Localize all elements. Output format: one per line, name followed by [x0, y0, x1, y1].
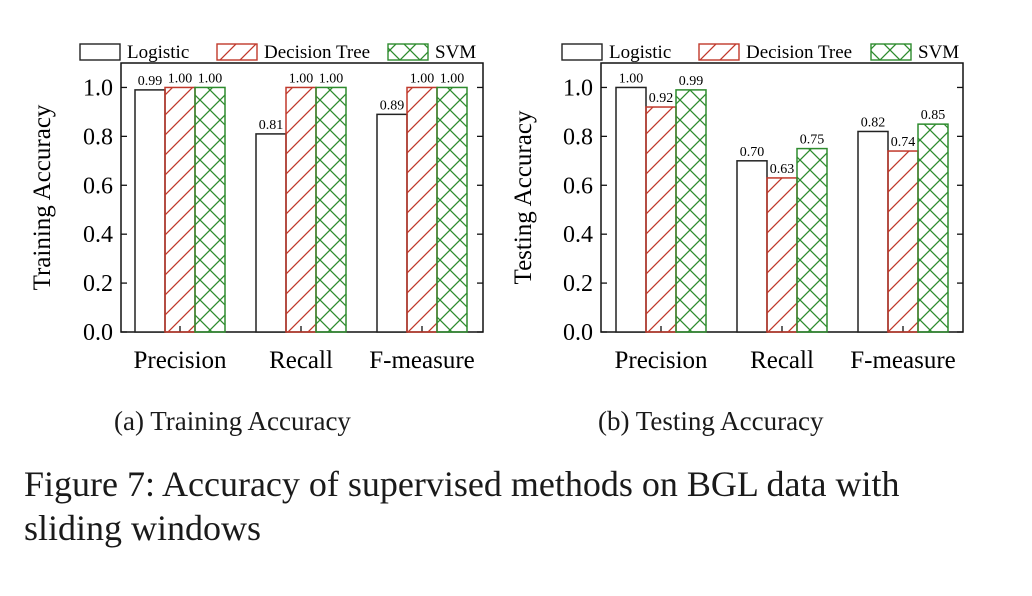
legend-label-decision-tree: Decision Tree: [264, 42, 370, 63]
data-label-svm-precision: 1.00: [198, 71, 223, 86]
legend-label-logistic: Logistic: [127, 42, 189, 63]
x-tick-label-precision: Precision: [614, 347, 708, 374]
x-tick-label-recall: Recall: [750, 347, 814, 374]
legend-label-decision-tree: Decision Tree: [746, 42, 852, 63]
data-label-decision-tree-recall: 0.63: [770, 162, 795, 177]
data-label-svm-recall: 1.00: [319, 71, 344, 86]
y-tick-label: 0.2: [563, 271, 593, 297]
bar-logistic-f-measure: [376, 113, 408, 333]
bar-logistic-precision: [134, 89, 166, 333]
training-accuracy-chart: 0.0 0.2 0.4 0.6 0.8 1.0 Training Accuracy Preci…: [29, 42, 484, 374]
bar-svm-recall: [315, 86, 347, 333]
bar-decision-tree-recall: [285, 86, 317, 333]
data-label-decision-tree-f-measure: 1.00: [410, 71, 435, 86]
data-label-svm-precision: 0.99: [679, 74, 704, 89]
bar-logistic-precision: [615, 86, 647, 333]
bar-logistic-f-measure: [857, 130, 889, 333]
data-label-decision-tree-f-measure: 0.74: [891, 135, 916, 150]
subcaption-testing: (b) Testing Accuracy: [598, 406, 824, 436]
legend-swatch-decision-tree: [698, 43, 740, 61]
legend: Logistic Decision Tree SVM: [561, 42, 959, 63]
bar-logistic-recall: [736, 160, 768, 333]
subcaption-training: (a) Training Accuracy: [114, 406, 351, 436]
data-label-decision-tree-recall: 1.00: [289, 71, 314, 86]
data-label-logistic-recall: 0.70: [740, 145, 765, 160]
data-label-svm-f-measure: 0.85: [921, 108, 946, 123]
y-tick-label: 0.8: [563, 124, 593, 150]
x-tick-label-f-measure: F-measure: [850, 347, 956, 374]
bar-decision-tree-f-measure: [887, 150, 919, 333]
bar-decision-tree-precision: [164, 86, 196, 333]
y-tick-label: 0.6: [83, 173, 113, 199]
data-label-logistic-precision: 0.99: [138, 74, 163, 89]
bar-logistic-recall: [255, 133, 287, 333]
bar-svm-precision: [675, 89, 707, 333]
y-tick-label: 0.4: [83, 222, 113, 248]
legend-swatch-logistic: [79, 43, 121, 61]
legend-label-logistic: Logistic: [609, 42, 671, 63]
data-label-logistic-precision: 1.00: [619, 71, 644, 86]
testing-accuracy-chart: 0.0 0.2 0.4 0.6 0.8 1.0 Testing Accuracy Precis…: [510, 42, 964, 374]
y-tick-label: 0.8: [83, 124, 113, 150]
legend-swatch-logistic: [561, 43, 603, 61]
legend: Logistic Decision Tree SVM: [79, 42, 476, 63]
data-label-logistic-f-measure: 0.82: [861, 115, 886, 130]
y-tick-label: 1.0: [563, 75, 593, 101]
data-label-decision-tree-precision: 1.00: [168, 71, 193, 86]
y-tick-label: 0.0: [563, 320, 593, 346]
y-axis-label: Training Accuracy: [29, 104, 56, 290]
legend-swatch-decision-tree: [216, 43, 258, 61]
bar-decision-tree-precision: [645, 106, 677, 333]
y-tick-label: 0.0: [83, 320, 113, 346]
bar-svm-f-measure: [436, 86, 468, 333]
y-tick-label: 0.2: [83, 271, 113, 297]
data-label-svm-recall: 0.75: [800, 133, 825, 148]
y-axis-label: Testing Accuracy: [510, 110, 537, 284]
legend-label-svm: SVM: [435, 42, 476, 63]
x-tick-label-f-measure: F-measure: [369, 347, 475, 374]
x-tick-label-precision: Precision: [133, 347, 227, 374]
data-label-decision-tree-precision: 0.92: [649, 91, 674, 106]
legend-label-svm: SVM: [918, 42, 959, 63]
legend-swatch-svm: [870, 43, 912, 61]
bar-svm-recall: [796, 147, 828, 333]
x-tick-label-recall: Recall: [269, 347, 333, 374]
data-label-logistic-recall: 0.81: [259, 118, 284, 133]
bar-decision-tree-f-measure: [406, 86, 438, 333]
legend-swatch-svm: [387, 43, 429, 61]
bar-svm-f-measure: [917, 123, 949, 333]
figure-caption: Figure 7: Accuracy of supervised methods…: [24, 464, 900, 548]
y-tick-label: 1.0: [83, 75, 113, 101]
bar-decision-tree-recall: [766, 177, 798, 333]
y-tick-label: 0.4: [563, 222, 593, 248]
data-label-svm-f-measure: 1.00: [440, 71, 465, 86]
data-label-logistic-f-measure: 0.89: [380, 98, 405, 113]
y-tick-label: 0.6: [563, 173, 593, 199]
bar-svm-precision: [194, 86, 226, 333]
